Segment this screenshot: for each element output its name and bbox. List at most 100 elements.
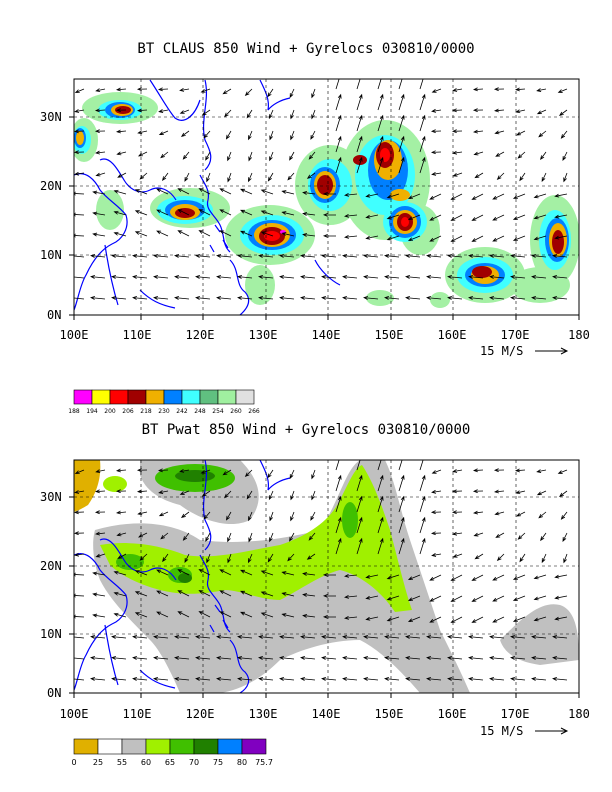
wind-arrow xyxy=(533,235,547,241)
wind-arrow xyxy=(335,460,340,471)
wind-arrow xyxy=(115,489,127,494)
wind-arrow xyxy=(92,232,106,237)
wind-arrow xyxy=(269,151,274,162)
p1-xlabel-100e: 100E xyxy=(60,328,89,342)
wind-arrow xyxy=(335,93,342,111)
wind-arrow xyxy=(536,469,547,473)
wind-arrow xyxy=(74,510,85,515)
wind-arrow xyxy=(492,193,505,200)
wind-arrow xyxy=(386,235,400,241)
wind-arrow xyxy=(493,468,505,473)
wind-arrow xyxy=(471,595,484,602)
p2-xlabel-130e: 130E xyxy=(249,707,278,721)
wind-arrow xyxy=(335,516,342,534)
wind-arrow xyxy=(405,275,421,279)
wind-arrow xyxy=(177,188,190,195)
wind-arrow xyxy=(562,151,568,161)
wind-arrow xyxy=(321,254,337,258)
wind-arrow xyxy=(132,254,148,258)
wind-arrow xyxy=(281,613,295,618)
wind-arrow xyxy=(468,656,484,660)
wind-arrow xyxy=(177,590,190,597)
wind-arrow xyxy=(512,595,526,601)
wind-arrow xyxy=(377,114,384,132)
wind-arrow xyxy=(158,511,169,517)
wind-arrow xyxy=(132,635,148,639)
p2-xlabel-110e: 110E xyxy=(123,707,152,721)
wind-arrow xyxy=(90,677,106,681)
wind-arrow xyxy=(302,190,316,195)
wind-arrow xyxy=(240,188,253,195)
wind-arrow xyxy=(322,233,337,238)
wind-arrow xyxy=(267,88,274,98)
wind-arrow xyxy=(177,569,190,576)
wind-arrow xyxy=(201,490,211,497)
wind-arrow xyxy=(515,87,526,92)
wind-arrow xyxy=(554,193,568,198)
wind-arrow xyxy=(471,616,484,623)
wind-arrow xyxy=(111,275,127,279)
wind-arrow xyxy=(244,88,253,96)
wind-arrow xyxy=(74,254,85,258)
wind-arrow xyxy=(356,93,363,111)
wind-arrow xyxy=(113,231,127,237)
p1-xlabel-170e: 170E xyxy=(501,328,530,342)
wind-arrow xyxy=(386,214,400,220)
wind-arrow xyxy=(74,275,85,279)
wind-arrow xyxy=(533,193,547,199)
wind-arrow xyxy=(377,537,384,555)
wind-arrow xyxy=(227,151,232,162)
wind-arrow xyxy=(267,553,274,563)
p2-xlabel-120e: 120E xyxy=(186,707,215,721)
wind-arrow xyxy=(356,79,361,90)
wind-arrow xyxy=(224,490,232,499)
wind-arrow xyxy=(216,275,232,279)
wind-arrow xyxy=(356,114,363,132)
wind-arrow xyxy=(557,88,568,93)
wind-arrow xyxy=(158,109,169,113)
wind-arrow xyxy=(473,510,484,515)
wind-arrow xyxy=(426,635,442,639)
wind-arrow xyxy=(426,275,442,279)
wind-arrow xyxy=(74,490,85,494)
wind-arrow xyxy=(248,532,253,543)
wind-arrow xyxy=(219,611,232,618)
wind-arrow xyxy=(74,88,85,93)
wind-arrow xyxy=(430,129,442,134)
wind-arrow xyxy=(430,150,442,155)
wind-arrow xyxy=(419,460,424,471)
wind-arrow xyxy=(74,552,85,557)
wind-arrow xyxy=(512,574,526,580)
wind-arrow xyxy=(494,108,505,113)
wind-arrow xyxy=(342,677,358,681)
wind-arrow xyxy=(240,230,253,237)
wind-arrow xyxy=(510,677,526,681)
wind-arrow xyxy=(496,553,505,562)
wind-arrow xyxy=(471,574,484,581)
wind-arrow xyxy=(260,612,274,618)
wind-arrow xyxy=(471,193,484,200)
wind-arrow xyxy=(321,296,337,300)
wind-arrow xyxy=(137,489,148,494)
wind-arrow xyxy=(137,151,148,157)
wind-arrow xyxy=(377,79,382,90)
wind-arrow xyxy=(237,656,253,660)
wind-arrow xyxy=(321,635,337,639)
wind-arrow xyxy=(138,532,148,538)
p1-ylabel-10n: 10N xyxy=(40,248,62,262)
wind-arrow xyxy=(240,590,253,597)
wind-arrow xyxy=(268,109,274,120)
wind-arrow xyxy=(489,656,505,660)
wind-arrow xyxy=(94,108,106,113)
wind-arrow xyxy=(493,87,505,92)
wind-arrow xyxy=(248,511,253,522)
wind-arrow xyxy=(90,635,106,639)
wind-arrow xyxy=(161,172,169,182)
wind-arrow xyxy=(160,532,169,540)
p1-cb-label: 206 xyxy=(122,408,134,415)
wind-arrow xyxy=(289,469,295,480)
wind-arrow xyxy=(519,553,526,563)
p1-xlabel-130e: 130E xyxy=(249,328,278,342)
wind-arrow xyxy=(344,615,358,620)
p2-xlabel-100e: 100E xyxy=(60,707,89,721)
